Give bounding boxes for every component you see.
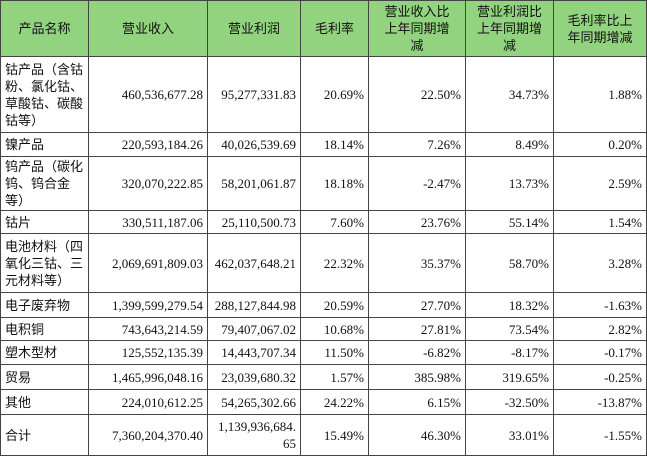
value-cell: -1.55%: [553, 414, 647, 456]
value-cell: 27.70%: [368, 292, 466, 318]
value-cell: 10.68%: [300, 317, 369, 341]
product-name: 电子废弃物: [0, 292, 89, 318]
value-cell: 95,277,331.83: [207, 56, 301, 133]
product-name: 钨产品（碳化钨、钨合金等）: [0, 156, 89, 211]
value-cell: 23.76%: [368, 210, 466, 234]
table-row: 贸易 1,465,996,048.16 23,039,680.32 1.57% 385.…: [0, 364, 647, 390]
value-cell: 224,010,612.25: [88, 389, 208, 415]
value-cell: 1,465,996,048.16: [88, 364, 208, 390]
value-cell: -13.87%: [553, 389, 647, 415]
value-cell: 18.14%: [300, 132, 369, 157]
value-cell: 0.20%: [553, 132, 647, 157]
table-row: 钴片 330,511,187.06 25,110,500.73 7.60% 23.76%…: [0, 210, 647, 234]
table-row: 镍产品 220,593,184.26 40,026,539.69 18.14% 7.26…: [0, 132, 647, 157]
table-row: 电子废弃物 1,399,599,279.54 288,127,844.98 20.59…: [0, 292, 647, 318]
value-cell: -6.82%: [368, 340, 466, 365]
value-cell: 319.65%: [465, 364, 554, 390]
value-cell: -32.50%: [465, 389, 554, 415]
product-name: 贸易: [0, 364, 89, 390]
product-name: 镍产品: [0, 132, 89, 157]
value-cell: 15.49%: [300, 414, 369, 456]
value-cell: -0.17%: [553, 340, 647, 365]
table-row: 塑木型材 125,552,135.39 14,443,707.34 11.50% -6.…: [0, 340, 647, 365]
value-cell: 3.28%: [553, 233, 647, 293]
table-row: 其他 224,010,612.25 54,265,302.66 24.22% 6.15%…: [0, 389, 647, 415]
header-cell: 毛利率比上年同期增减: [553, 0, 647, 57]
value-cell: 460,536,677.28: [88, 56, 208, 133]
value-cell: 7.26%: [368, 132, 466, 157]
value-cell: 1,399,599,279.54: [88, 292, 208, 318]
value-cell: 58.70%: [465, 233, 554, 293]
value-cell: 288,127,844.98: [207, 292, 301, 318]
value-cell: 320,070,222.85: [88, 156, 208, 211]
header-cell: 营业收入比上年同期增减: [368, 0, 466, 57]
value-cell: 7.60%: [300, 210, 369, 234]
table-row: 电池材料（四氧化三钴、三元材料等） 2,069,691,809.03 462,037…: [0, 233, 647, 293]
value-cell: 54,265,302.66: [207, 389, 301, 415]
header-cell: 营业收入: [88, 0, 208, 57]
value-cell: 46.30%: [368, 414, 466, 456]
value-cell: 462,037,648.21: [207, 233, 301, 293]
value-cell: 40,026,539.69: [207, 132, 301, 157]
value-cell: 2.82%: [553, 317, 647, 341]
value-cell: 22.50%: [368, 56, 466, 133]
value-cell: 55.14%: [465, 210, 554, 234]
value-cell: 14,443,707.34: [207, 340, 301, 365]
value-cell: 24.22%: [300, 389, 369, 415]
value-cell: -1.63%: [553, 292, 647, 318]
value-cell: 33.01%: [465, 414, 554, 456]
value-cell: 385.98%: [368, 364, 466, 390]
value-cell: -2.47%: [368, 156, 466, 211]
value-cell: 6.15%: [368, 389, 466, 415]
value-cell: 11.50%: [300, 340, 369, 365]
value-cell: 18.32%: [465, 292, 554, 318]
table-row: 合计 7,360,204,370.40 1,139,936,684.65 15.49%…: [0, 414, 647, 456]
value-cell: 35.37%: [368, 233, 466, 293]
value-cell: 20.59%: [300, 292, 369, 318]
value-cell: 22.32%: [300, 233, 369, 293]
value-cell: 7,360,204,370.40: [88, 414, 208, 456]
value-cell: 2.59%: [553, 156, 647, 211]
header-cell: 营业利润比上年同期增减: [465, 0, 554, 57]
value-cell: 1.57%: [300, 364, 369, 390]
header-cell: 毛利率: [300, 0, 369, 57]
value-cell: 743,643,214.59: [88, 317, 208, 341]
value-cell: 8.49%: [465, 132, 554, 157]
product-name: 钴产品（含钴粉、氯化钴、草酸钴、碳酸钴等）: [0, 56, 89, 133]
value-cell: 73.54%: [465, 317, 554, 341]
value-cell: 58,201,061.87: [207, 156, 301, 211]
value-cell: 23,039,680.32: [207, 364, 301, 390]
value-cell: 27.81%: [368, 317, 466, 341]
table-row: 钴产品（含钴粉、氯化钴、草酸钴、碳酸钴等） 460,536,677.28 95,27…: [0, 56, 647, 133]
value-cell: 220,593,184.26: [88, 132, 208, 157]
value-cell: 125,552,135.39: [88, 340, 208, 365]
value-cell: -0.25%: [553, 364, 647, 390]
product-name: 合计: [0, 414, 89, 456]
table-body: 钴产品（含钴粉、氯化钴、草酸钴、碳酸钴等） 460,536,677.28 95,27…: [0, 56, 647, 456]
value-cell: 34.73%: [465, 56, 554, 133]
product-name: 塑木型材: [0, 340, 89, 365]
table-row: 钨产品（碳化钨、钨合金等） 320,070,222.85 58,201,061.87…: [0, 156, 647, 211]
product-name: 钴片: [0, 210, 89, 234]
value-cell: -8.17%: [465, 340, 554, 365]
value-cell: 330,511,187.06: [88, 210, 208, 234]
value-cell: 2,069,691,809.03: [88, 233, 208, 293]
value-cell: 13.73%: [465, 156, 554, 211]
product-name: 电池材料（四氧化三钴、三元材料等）: [0, 233, 89, 293]
value-cell: 18.18%: [300, 156, 369, 211]
value-cell: 1,139,936,684.65: [207, 414, 301, 456]
header-cell: 营业利润: [207, 0, 301, 57]
header-row: 产品名称 营业收入 营业利润 毛利率 营业收入比上年同期增减 营业利润比上年同期增减 毛利率…: [0, 0, 647, 57]
product-name: 电积铜: [0, 317, 89, 341]
header-cell: 产品名称: [0, 0, 89, 57]
value-cell: 1.88%: [553, 56, 647, 133]
value-cell: 25,110,500.73: [207, 210, 301, 234]
value-cell: 79,407,067.02: [207, 317, 301, 341]
table-row: 电积铜 743,643,214.59 79,407,067.02 10.68% 27.8…: [0, 317, 647, 341]
value-cell: 1.54%: [553, 210, 647, 234]
product-name: 其他: [0, 389, 89, 415]
value-cell: 20.69%: [300, 56, 369, 133]
